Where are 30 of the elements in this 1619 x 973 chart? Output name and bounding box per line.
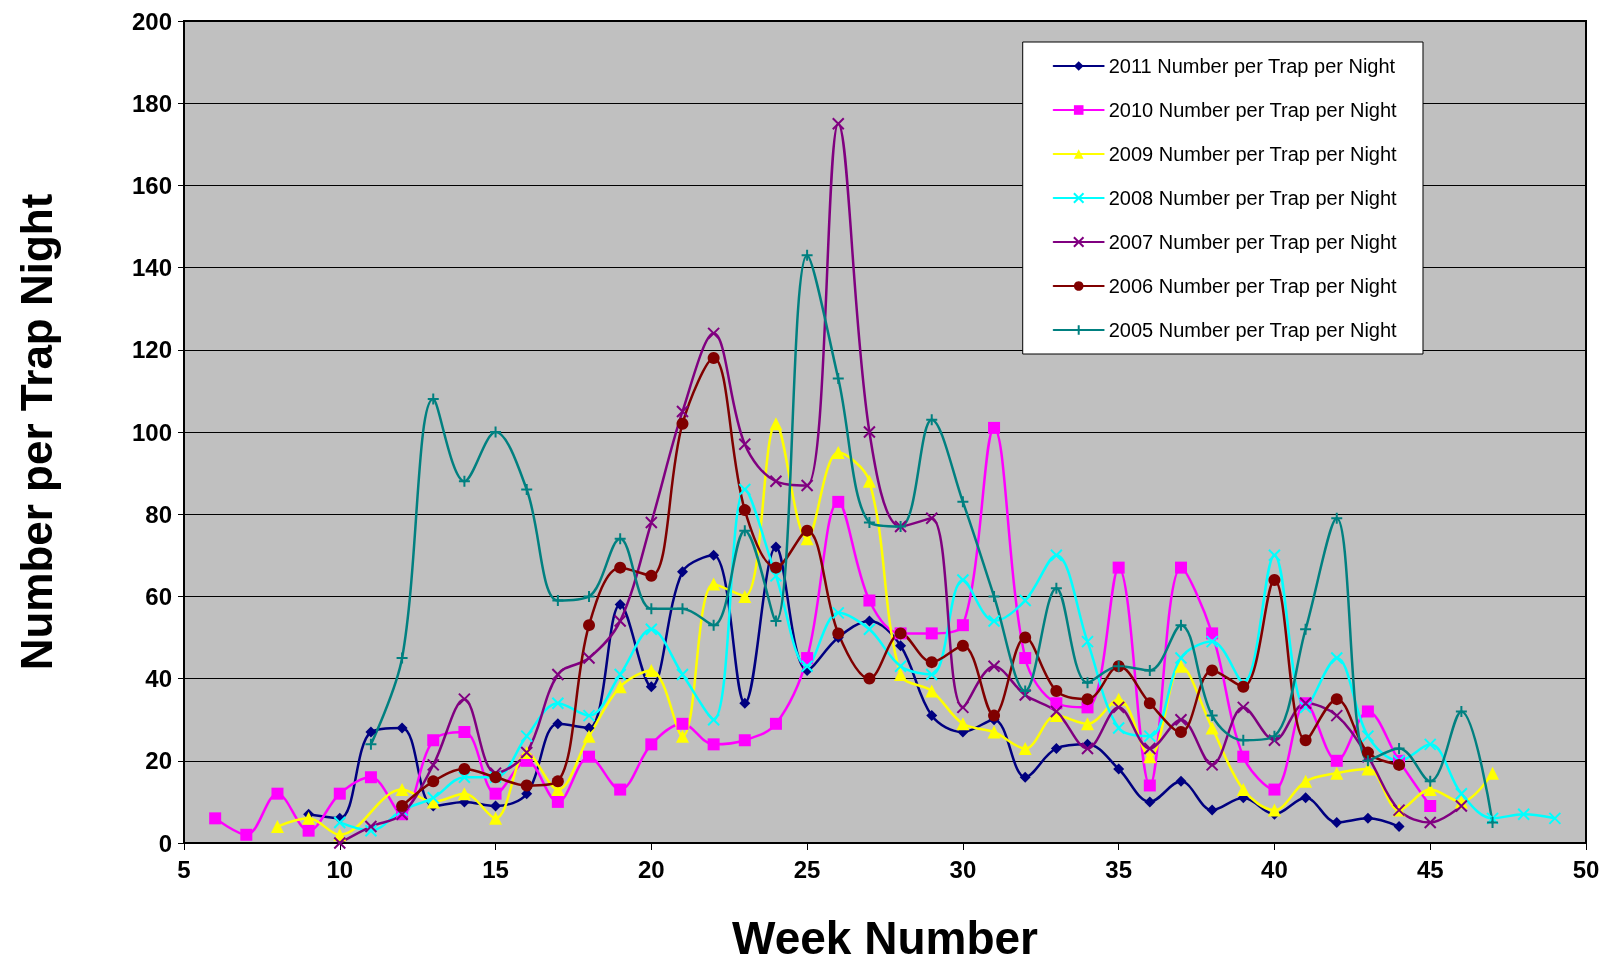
y-tick-label: 80 — [145, 500, 172, 528]
x-tick-label: 45 — [1416, 855, 1444, 883]
x-tick-label: 50 — [1572, 855, 1600, 883]
y-tick-label: 0 — [158, 829, 172, 857]
legend-label: 2011 Number per Trap per Night — [1108, 55, 1396, 77]
y-axis-title: Number per Trap Night — [11, 193, 61, 671]
y-tick-label: 60 — [145, 582, 172, 610]
y-tick-label: 160 — [131, 171, 172, 199]
x-axis-title: Week Number — [732, 912, 1039, 964]
y-tick-label: 180 — [131, 89, 172, 117]
x-tick-label: 35 — [1105, 855, 1133, 883]
x-tick-label: 10 — [326, 855, 354, 883]
legend-label: 2009 Number per Trap per Night — [1108, 143, 1398, 165]
y-tick-label: 20 — [145, 747, 172, 775]
y-tick-label: 100 — [131, 418, 172, 446]
legend-label: 2006 Number per Trap per Night — [1108, 275, 1398, 297]
y-tick-label: 120 — [131, 336, 172, 364]
legend-label: 2007 Number per Trap per Night — [1108, 231, 1398, 253]
x-tick-label: 15 — [482, 855, 509, 883]
legend-label: 2010 Number per Trap per Night — [1108, 99, 1398, 121]
y-tick-label: 140 — [131, 254, 172, 282]
x-tick-label: 40 — [1261, 855, 1288, 883]
x-tick-label: 30 — [949, 855, 977, 883]
x-tick-label: 5 — [177, 855, 191, 883]
y-tick-label: 40 — [145, 665, 172, 693]
legend-label: 2005 Number per Trap per Night — [1108, 319, 1398, 341]
legend-label: 2008 Number per Trap per Night — [1108, 187, 1398, 209]
y-tick-label: 200 — [131, 7, 172, 35]
x-tick-label: 25 — [793, 855, 821, 883]
x-tick-label: 20 — [637, 855, 665, 883]
